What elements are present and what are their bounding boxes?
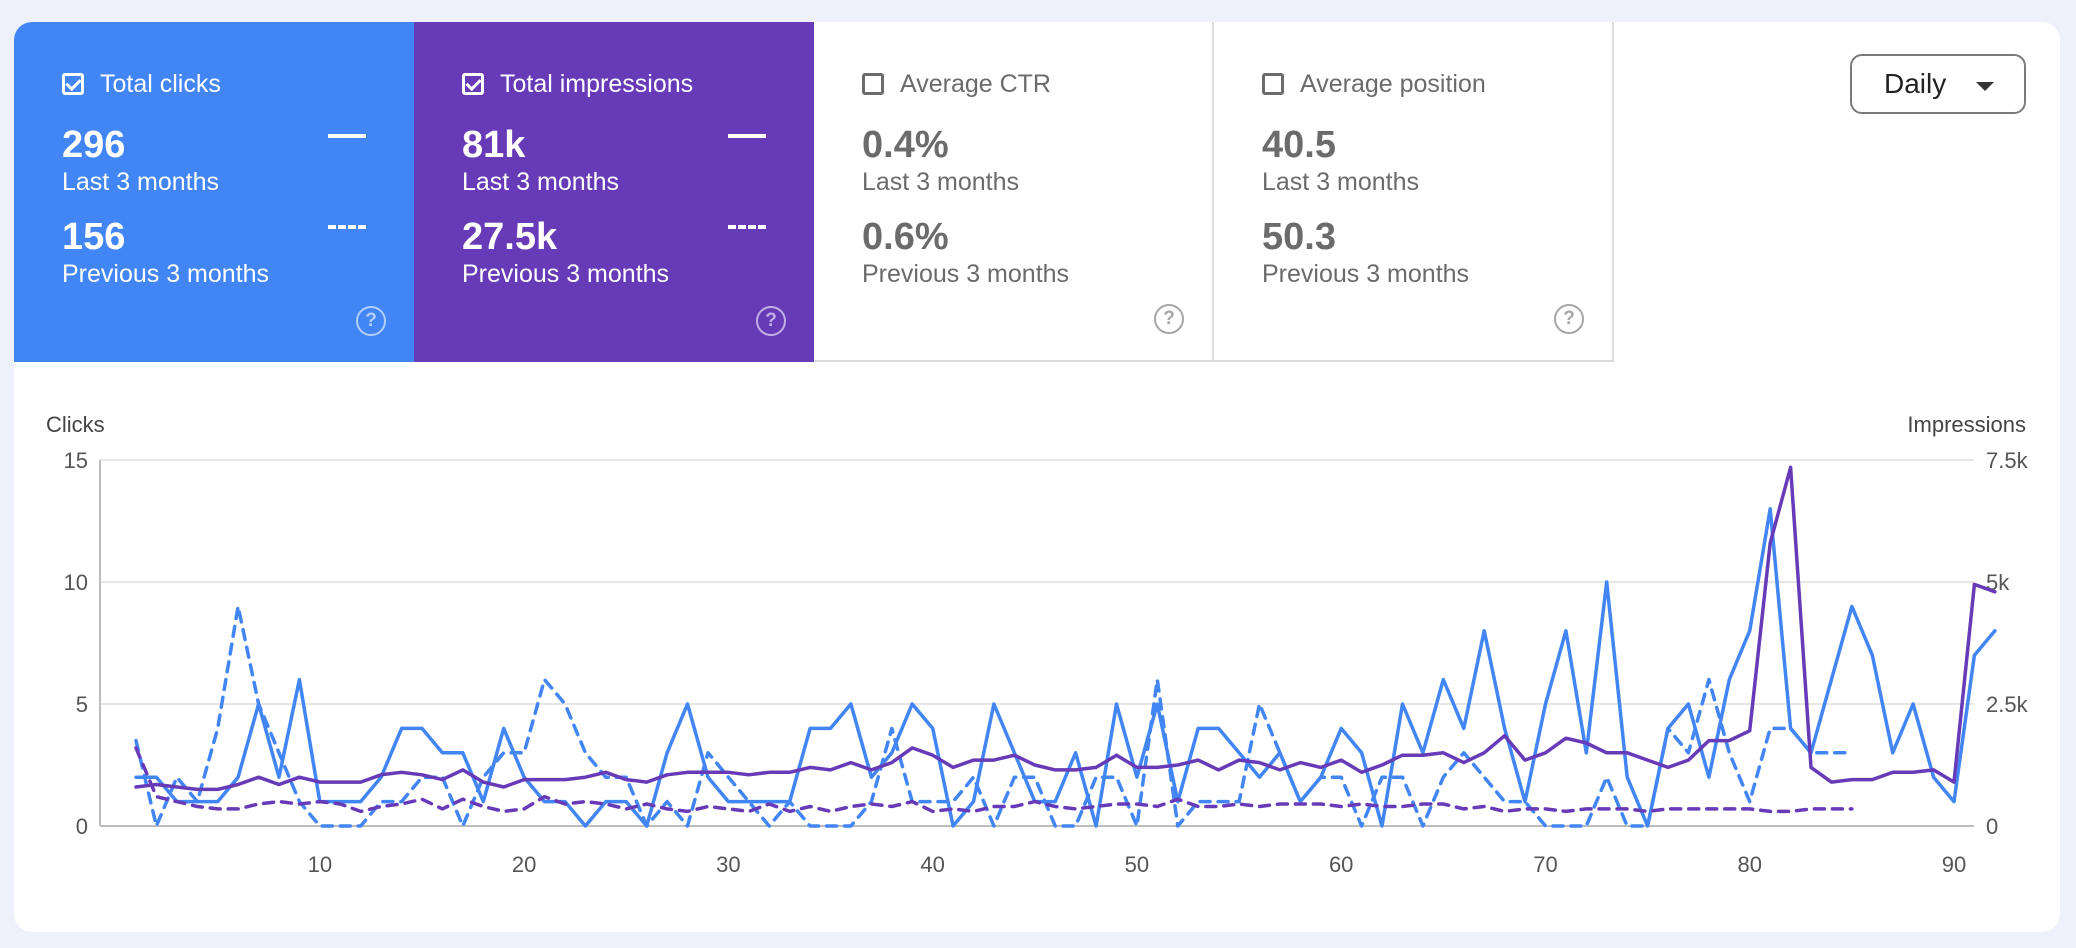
y-tick-right: 2.5k [1986,692,2029,717]
card-title: Average CTR [900,69,1051,98]
x-tick-label: 40 [920,852,944,877]
impressions-solid-series-line [134,465,1997,792]
card-header: Average CTR [862,66,1212,102]
checkbox-checked-icon[interactable] [462,73,484,95]
dashed-line-legend-icon [328,225,366,229]
caret-down-icon [1976,82,1994,91]
y-tick-right: 7.5k [1986,448,2029,473]
x-tick-label: 70 [1533,852,1557,877]
metric-previous-value: 27.5k [462,216,558,258]
solid-line-legend-icon [328,134,366,138]
metric-current-label: Last 3 months [1262,168,1420,196]
dashed-line-legend-icon [728,225,766,229]
x-tick-label: 10 [308,852,332,877]
card-header: Average position [1262,66,1612,102]
y-tick-left: 15 [64,448,88,473]
metric-previous-value: 50.3 [1262,216,1336,258]
x-tick-label: 50 [1125,852,1149,877]
chart-grid [100,459,1974,827]
metric-current-value: 81k [462,124,526,166]
metric-previous-label: Previous 3 months [462,260,670,288]
y-axis-left-title: Clicks [46,412,105,437]
x-tick-label: 80 [1737,852,1761,877]
card-header: Total clicks [62,66,414,102]
metric-previous-label: Previous 3 months [1262,260,1470,288]
card-average-ctr[interactable]: Average CTR 0.4% Last 3 months 0.6% Prev… [814,22,1214,362]
help-icon[interactable]: ? [1554,304,1584,334]
x-tick-label: 90 [1942,852,1966,877]
y-tick-left: 0 [76,814,88,839]
help-icon[interactable]: ? [356,306,386,336]
x-tick-label: 60 [1329,852,1353,877]
card-title: Total impressions [500,69,694,98]
checkbox-checked-icon[interactable] [62,73,84,95]
y-tick-left: 10 [64,570,88,595]
card-total-clicks[interactable]: Total clicks 296 Last 3 months 156 Previ… [14,22,414,362]
metric-cards: Total clicks 296 Last 3 months 156 Previ… [14,22,1614,362]
x-tick-label: 30 [716,852,740,877]
metric-previous-label: Previous 3 months [62,260,270,288]
y-tick-right: 0 [1986,814,1998,839]
help-icon[interactable]: ? [1154,304,1184,334]
impressions-dashed-series-line [134,746,1854,814]
metric-current-value: 296 [62,124,126,166]
checkbox-unchecked-icon[interactable] [862,73,884,95]
card-total-impressions[interactable]: Total impressions 81k Last 3 months 27.5… [414,22,814,362]
card-average-position[interactable]: Average position 40.5 Last 3 months 50.3… [1214,22,1614,362]
metric-previous-value: 156 [62,216,126,258]
clicks-solid-series-line [134,507,1997,828]
x-tick-label: 20 [512,852,536,877]
chart-series [134,465,1997,828]
metric-current-label: Last 3 months [62,168,220,196]
checkbox-unchecked-icon[interactable] [1262,73,1284,95]
metric-current-label: Last 3 months [862,168,1020,196]
help-icon[interactable]: ? [756,306,786,336]
clicks-dashed-series-line [134,604,1854,828]
card-header: Total impressions [462,66,814,102]
solid-line-legend-icon [728,134,766,138]
y-tick-left: 5 [76,692,88,717]
y-axis-right-title: Impressions [1907,412,2026,437]
metric-current-value: 40.5 [1262,124,1336,166]
card-title: Total clicks [100,69,221,98]
period-select-value: Daily [1884,68,1947,99]
period-select[interactable]: Daily [1850,54,2026,114]
metric-previous-value: 0.6% [862,216,949,258]
performance-panel: Total clicks 296 Last 3 months 156 Previ… [14,22,2060,932]
metric-current-label: Last 3 months [462,168,620,196]
metric-current-value: 0.4% [862,124,949,166]
card-title: Average position [1300,69,1486,98]
metric-previous-label: Previous 3 months [862,260,1070,288]
